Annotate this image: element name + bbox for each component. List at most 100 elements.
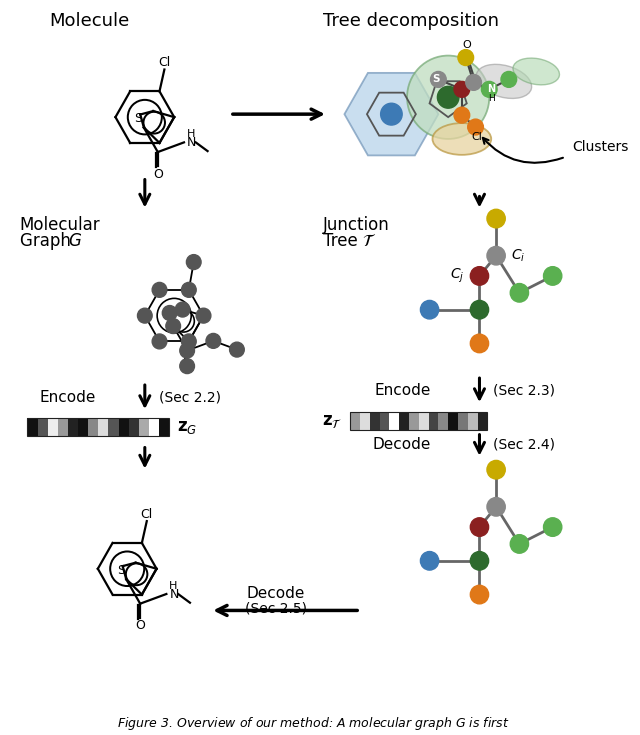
Bar (47, 418, 58, 436)
Bar (468, 412, 477, 430)
Circle shape (470, 517, 488, 537)
Bar (370, 412, 380, 430)
Text: H: H (170, 581, 178, 591)
Bar (99, 418, 108, 436)
Text: O: O (153, 168, 163, 181)
Text: Figure 3. Overview of our method: A molecular graph $G$ is first: Figure 3. Overview of our method: A mole… (116, 714, 509, 731)
Circle shape (437, 86, 459, 108)
Bar (28, 418, 170, 436)
Text: $G$: $G$ (68, 232, 83, 250)
Circle shape (543, 267, 562, 285)
Circle shape (510, 534, 529, 553)
Circle shape (420, 301, 438, 319)
Bar (88, 418, 99, 436)
Text: H: H (488, 94, 495, 103)
Bar (448, 412, 458, 430)
Text: S: S (116, 564, 125, 576)
Text: Molecule: Molecule (49, 12, 129, 30)
Circle shape (431, 71, 446, 87)
Circle shape (470, 301, 488, 319)
Text: $\mathbf{z}_\mathcal{T}$: $\mathbf{z}_\mathcal{T}$ (322, 412, 342, 430)
Bar (380, 412, 390, 430)
Text: $C_j$: $C_j$ (451, 267, 465, 285)
Circle shape (468, 119, 483, 135)
Circle shape (180, 343, 195, 358)
Bar (78, 418, 88, 436)
Text: Decode: Decode (372, 437, 431, 452)
Circle shape (230, 343, 244, 357)
Circle shape (487, 460, 505, 479)
Circle shape (186, 254, 201, 270)
Ellipse shape (476, 65, 532, 98)
Text: (Sec 2.4): (Sec 2.4) (493, 437, 555, 452)
Text: Graph: Graph (20, 232, 76, 250)
Bar (419, 412, 429, 430)
Circle shape (487, 209, 505, 228)
Bar (38, 418, 47, 436)
Text: Cl: Cl (141, 508, 153, 520)
Text: O: O (135, 620, 145, 632)
Text: N: N (487, 85, 495, 94)
Text: Encode: Encode (374, 383, 431, 398)
Circle shape (481, 82, 497, 97)
Bar (399, 412, 409, 430)
Bar (409, 412, 419, 430)
Bar (108, 418, 118, 436)
Circle shape (470, 585, 488, 604)
Text: Tree: Tree (323, 232, 363, 250)
Circle shape (182, 334, 196, 349)
Bar (350, 412, 487, 430)
Bar (139, 418, 149, 436)
Ellipse shape (513, 58, 559, 85)
Text: Clusters: Clusters (572, 140, 629, 154)
Ellipse shape (433, 123, 492, 155)
Bar (58, 418, 68, 436)
Text: (Sec 2.5): (Sec 2.5) (245, 601, 307, 615)
Bar (390, 412, 399, 430)
Circle shape (470, 551, 488, 570)
Text: (Sec 2.2): (Sec 2.2) (159, 390, 221, 404)
Circle shape (175, 302, 190, 317)
Text: Junction: Junction (323, 216, 390, 234)
Circle shape (152, 334, 167, 349)
Circle shape (543, 517, 562, 537)
Circle shape (454, 107, 470, 123)
Text: $C_i$: $C_i$ (511, 248, 525, 264)
Bar (28, 418, 38, 436)
Text: S: S (134, 112, 142, 125)
Circle shape (138, 308, 152, 323)
Circle shape (487, 246, 505, 265)
Circle shape (487, 498, 505, 516)
Text: Cl: Cl (158, 56, 170, 69)
Text: N: N (187, 136, 196, 149)
Circle shape (206, 334, 221, 348)
Bar (438, 412, 448, 430)
Text: (Sec 2.3): (Sec 2.3) (493, 383, 555, 397)
Text: Tree decomposition: Tree decomposition (323, 12, 499, 30)
Text: Molecular: Molecular (20, 216, 100, 234)
Circle shape (152, 282, 167, 297)
Bar (429, 412, 438, 430)
Bar (360, 412, 370, 430)
Bar (129, 418, 139, 436)
Text: S: S (433, 74, 440, 85)
Circle shape (458, 50, 474, 65)
Circle shape (196, 308, 211, 323)
Polygon shape (344, 73, 438, 155)
Circle shape (454, 82, 470, 97)
Bar (159, 418, 170, 436)
Circle shape (407, 56, 489, 139)
Circle shape (182, 282, 196, 297)
Circle shape (163, 306, 177, 320)
Text: O: O (462, 40, 471, 50)
Circle shape (470, 334, 488, 353)
Circle shape (381, 103, 402, 125)
Circle shape (180, 359, 195, 373)
Text: Cl: Cl (471, 132, 482, 142)
Text: Decode: Decode (247, 586, 305, 601)
Text: H: H (187, 129, 195, 140)
Bar (477, 412, 487, 430)
Circle shape (420, 551, 438, 570)
Circle shape (501, 71, 516, 87)
Bar (118, 418, 129, 436)
